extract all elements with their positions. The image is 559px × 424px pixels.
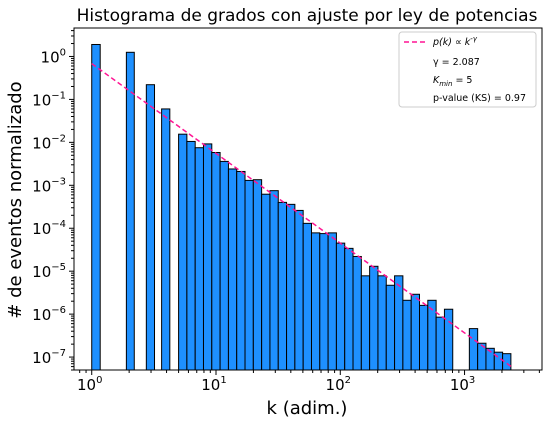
power-law-fit bbox=[91, 63, 513, 368]
histogram-bar-25 bbox=[352, 255, 362, 371]
legend: p(k) ∝ k-γ γ = 2.087 Kmin = 5 p-value (K… bbox=[398, 31, 537, 108]
histogram-bar-33 bbox=[419, 304, 429, 371]
fit-line bbox=[91, 63, 513, 368]
histogram-bar-7 bbox=[202, 143, 213, 371]
histogram-bar-21 bbox=[319, 233, 329, 371]
histogram-bar-9 bbox=[219, 160, 229, 371]
x-tick-label: 100 bbox=[77, 375, 102, 394]
histogram-bar-12 bbox=[244, 179, 254, 371]
legend-box bbox=[398, 31, 537, 108]
histogram-bar-6 bbox=[194, 147, 204, 371]
legend-gamma: γ = 2.087 bbox=[433, 57, 480, 68]
histogram-bar-8 bbox=[211, 152, 221, 371]
histogram-bar-3 bbox=[161, 108, 171, 371]
y-tick-label: 10−3 bbox=[32, 176, 66, 195]
histogram-bar-19 bbox=[302, 222, 312, 371]
histogram-bar-31 bbox=[402, 299, 412, 371]
y-tick-label: 10−5 bbox=[32, 262, 66, 281]
histogram-bar-32 bbox=[410, 293, 421, 371]
chart-title: Histograma de grados con ajuste por ley … bbox=[77, 6, 538, 26]
histogram-bar-16 bbox=[277, 201, 288, 371]
histogram-bar-29 bbox=[385, 284, 396, 371]
x-tick-label: 101 bbox=[201, 375, 226, 394]
histogram-bar-11 bbox=[236, 170, 246, 371]
histogram-bar-1 bbox=[125, 51, 135, 371]
x-axis-label: k (adim.) bbox=[267, 398, 348, 419]
histogram-bar-30 bbox=[394, 275, 404, 371]
y-tick-label: 10−1 bbox=[32, 90, 66, 109]
histogram-bar-34 bbox=[427, 299, 437, 371]
histogram-bar-28 bbox=[377, 275, 387, 371]
histogram-bar-4 bbox=[178, 133, 188, 371]
histogram-bar-0 bbox=[91, 43, 101, 371]
histogram-bar-23 bbox=[335, 242, 346, 371]
y-axis-ticks: 100 10−1 10−2 10−3 10−4 10−5 10−6 10−7 bbox=[32, 30, 74, 371]
histogram-bar-22 bbox=[327, 232, 337, 371]
legend-pvalue: p-value (KS) = 0.97 bbox=[433, 93, 526, 104]
y-tick-label: 10−2 bbox=[32, 133, 66, 152]
x-tick-label: 102 bbox=[326, 375, 351, 394]
histogram-bar-10 bbox=[227, 168, 238, 371]
histogram-bar-5 bbox=[186, 140, 196, 371]
histogram-bar-26 bbox=[360, 275, 371, 371]
histogram-bar-24 bbox=[344, 247, 354, 371]
plot-frame bbox=[73, 27, 543, 371]
x-tick-label: 103 bbox=[450, 375, 475, 394]
y-tick-label: 10−6 bbox=[32, 305, 66, 324]
histogram-bar-37 bbox=[468, 328, 479, 371]
y-tick-label: 10−4 bbox=[32, 219, 66, 238]
y-tick-label: 10−7 bbox=[32, 348, 66, 367]
y-axis-label: # de eventos normalizado bbox=[5, 81, 26, 318]
histogram-bar-15 bbox=[269, 190, 279, 371]
histogram-bar-17 bbox=[286, 203, 296, 371]
histogram-bar-20 bbox=[310, 232, 321, 371]
histogram-bars bbox=[91, 43, 512, 371]
y-tick-label: 100 bbox=[41, 47, 66, 66]
histogram-bar-27 bbox=[369, 265, 379, 371]
histogram-bar-13 bbox=[252, 179, 263, 371]
legend-kmin: Kmin = 5 bbox=[433, 75, 472, 88]
histogram-bar-18 bbox=[294, 209, 304, 371]
histogram-bar-14 bbox=[261, 193, 271, 371]
x-axis-ticks: 100 101 102 103 bbox=[77, 370, 540, 394]
legend-fit-label: p(k) ∝ k-γ bbox=[432, 35, 478, 48]
histogram-bar-2 bbox=[145, 84, 156, 371]
histogram-bar-35 bbox=[435, 316, 445, 371]
